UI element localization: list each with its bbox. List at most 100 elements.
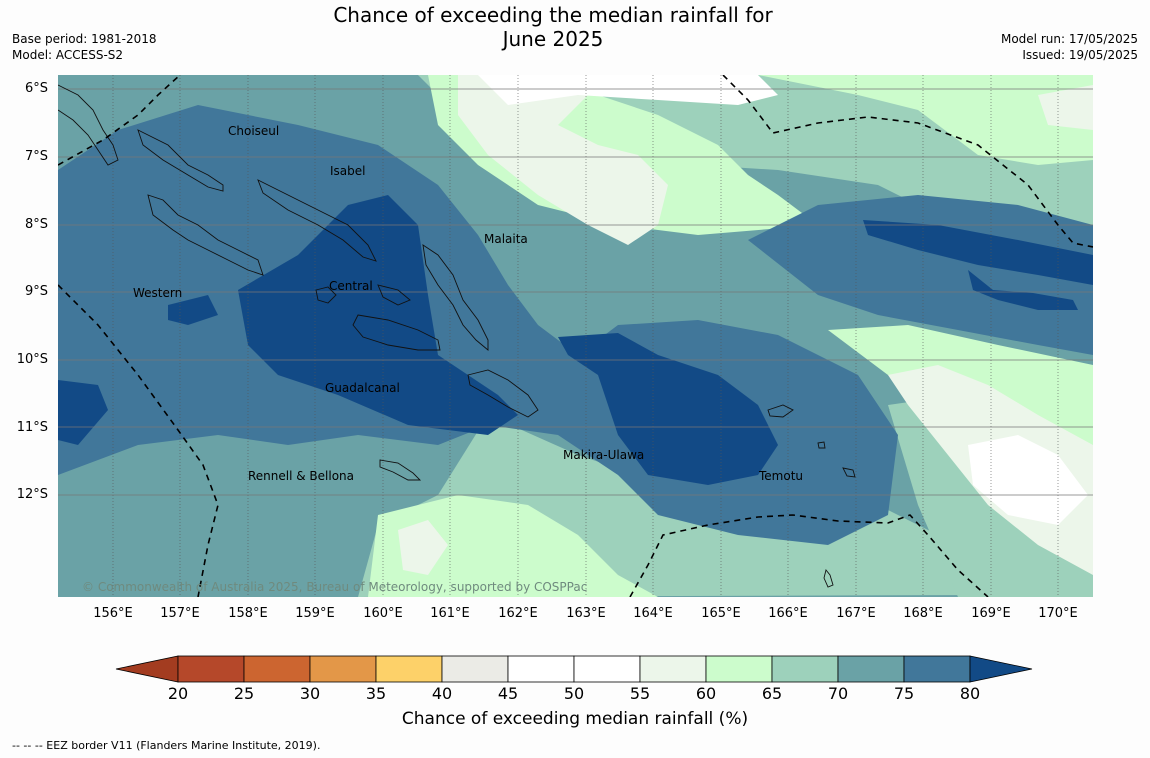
rainfall-map	[58, 75, 1093, 597]
colorbar-tick: 20	[167, 684, 189, 703]
eez-footnote: -- -- -- EEZ border V11 (Flanders Marine…	[12, 739, 321, 752]
band-80-plus	[238, 195, 518, 435]
colorbar-cell	[573, 655, 641, 683]
lon-label: 164°E	[633, 606, 673, 621]
temotu-small-island	[842, 467, 856, 478]
lon-label: 167°E	[836, 606, 876, 621]
colorbar-extend-high	[969, 655, 1033, 683]
title-line-2: June 2025	[502, 27, 604, 51]
colorbar-extend-low	[115, 655, 179, 683]
santa-cruz-coast	[767, 404, 794, 418]
band-80-plus	[58, 380, 108, 445]
colorbar-tick: 75	[893, 684, 915, 703]
makira-coast	[467, 369, 539, 418]
meta-right: Model run: 17/05/2025 Issued: 19/05/2025	[1001, 31, 1138, 63]
colorbar-cell	[375, 655, 443, 683]
choiseul-coast	[137, 129, 224, 192]
eez-border-north	[58, 75, 181, 166]
band-80-plus	[968, 270, 1078, 310]
lon-label: 168°E	[903, 606, 943, 621]
eez-borders	[58, 75, 1093, 597]
temotu-small-island	[817, 441, 826, 449]
parallels	[58, 88, 1093, 496]
colorbar-tick: 65	[761, 684, 783, 703]
colorbar-cell	[837, 655, 905, 683]
lon-label: 159°E	[295, 606, 335, 621]
lon-label: 162°E	[498, 606, 538, 621]
issued-date: Issued: 19/05/2025	[1022, 48, 1138, 62]
base-period: Base period: 1981-2018	[12, 32, 157, 46]
colorbar-tick: 40	[431, 684, 453, 703]
florida-islands	[377, 284, 411, 306]
colorbar-tick: 70	[827, 684, 849, 703]
rennell-coast	[379, 459, 422, 481]
colorbar-cell	[639, 655, 707, 683]
lon-label: 165°E	[701, 606, 741, 621]
place-label-guadalcanal: Guadalcanal	[325, 381, 400, 395]
colorbar-tick: 80	[959, 684, 981, 703]
band-55-60	[398, 520, 448, 575]
central-islands	[315, 286, 337, 304]
copyright-notice: © Commonwealth of Australia 2025, Bureau…	[82, 580, 588, 594]
lat-label: 8°S	[24, 217, 48, 232]
lon-label: 169°E	[971, 606, 1011, 621]
lon-label: 158°E	[228, 606, 268, 621]
colorbar-cell	[243, 655, 311, 683]
colorbar-tick: 25	[233, 684, 255, 703]
lon-label: 160°E	[363, 606, 403, 621]
lat-label: 6°S	[24, 81, 48, 96]
lat-label: 12°S	[16, 487, 48, 502]
colorbar-cell	[177, 655, 245, 683]
colorbar	[115, 655, 1033, 683]
tikopia-island	[823, 569, 834, 588]
lat-label: 10°S	[16, 352, 48, 367]
eez-border-west	[58, 284, 219, 597]
lon-label: 166°E	[768, 606, 808, 621]
place-label-central: Central	[329, 279, 373, 293]
band-50-55	[968, 435, 1088, 525]
meta-left: Base period: 1981-2018 Model: ACCESS-S2	[12, 31, 157, 63]
colorbar-tick: 45	[497, 684, 519, 703]
colorbar-cell	[309, 655, 377, 683]
model-run: Model run: 17/05/2025	[1000, 32, 1138, 46]
eez-border-south	[629, 514, 989, 597]
band-60-65	[318, 75, 1093, 165]
place-label-western: Western	[133, 286, 183, 300]
colorbar-cell	[705, 655, 773, 683]
colorbar-cell	[507, 655, 575, 683]
place-label-isabel: Isabel	[330, 164, 366, 178]
band-60-65	[368, 495, 658, 597]
lon-label: 170°E	[1038, 606, 1078, 621]
band-75-80	[748, 195, 1093, 355]
colorbar-tick: 50	[563, 684, 585, 703]
colorbar-tick: 35	[365, 684, 387, 703]
band-55-60	[1038, 85, 1093, 130]
colorbar-tick: 30	[299, 684, 321, 703]
band-80-plus	[558, 333, 778, 485]
guadalcanal-coast	[352, 314, 441, 351]
model-name: Model: ACCESS-S2	[12, 48, 124, 62]
colorbar-title: Chance of exceeding median rainfall (%)	[401, 709, 749, 729]
colorbar-cell	[441, 655, 509, 683]
map-area	[58, 75, 1093, 597]
lat-label: 7°S	[24, 149, 48, 164]
lon-label: 161°E	[430, 606, 470, 621]
colorbar-cell	[903, 655, 971, 683]
malaita-coast	[422, 244, 489, 351]
place-label-temotu: Temotu	[759, 469, 804, 483]
band-80-plus	[168, 295, 218, 325]
lat-label: 9°S	[24, 284, 48, 299]
colorbar-tick: 55	[629, 684, 651, 703]
eez-border-east	[722, 75, 1093, 248]
colorbar-cell	[771, 655, 839, 683]
lon-label: 157°E	[160, 606, 200, 621]
title-line-1: Chance of exceeding the median rainfall …	[333, 3, 773, 27]
band-55-60	[458, 75, 668, 245]
island-outlines	[58, 84, 856, 588]
new-georgia-coast	[147, 194, 264, 276]
band-80-plus	[863, 220, 1093, 285]
place-label-rennell: Rennell & Bellona	[248, 469, 355, 483]
band-50-55	[478, 75, 778, 105]
isabel-coast	[257, 179, 377, 262]
place-label-malaita: Malaita	[484, 232, 528, 246]
